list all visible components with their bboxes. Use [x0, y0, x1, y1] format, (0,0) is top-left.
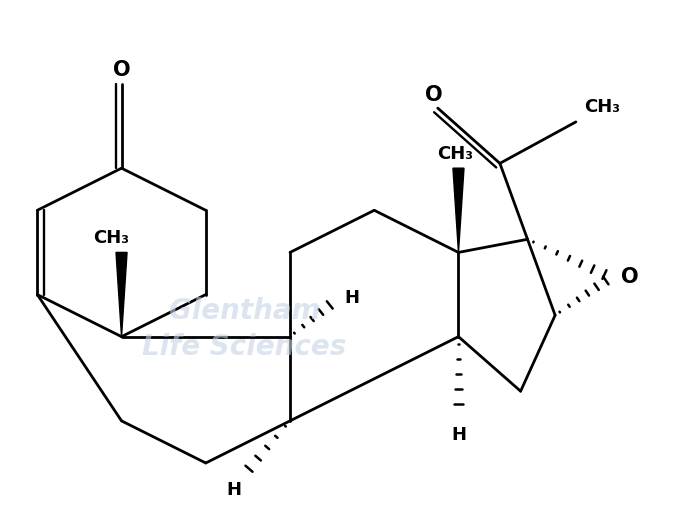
- Text: H: H: [227, 481, 242, 499]
- Text: O: O: [425, 85, 443, 105]
- Polygon shape: [116, 252, 127, 336]
- Text: CH₃: CH₃: [437, 145, 473, 163]
- Text: O: O: [113, 60, 130, 81]
- Text: CH₃: CH₃: [93, 229, 129, 247]
- Text: O: O: [621, 267, 638, 287]
- Polygon shape: [453, 168, 464, 252]
- Text: H: H: [345, 289, 360, 307]
- Text: Glentham
Life Sciences: Glentham Life Sciences: [142, 296, 347, 361]
- Text: H: H: [451, 426, 466, 444]
- Text: CH₃: CH₃: [584, 98, 620, 116]
